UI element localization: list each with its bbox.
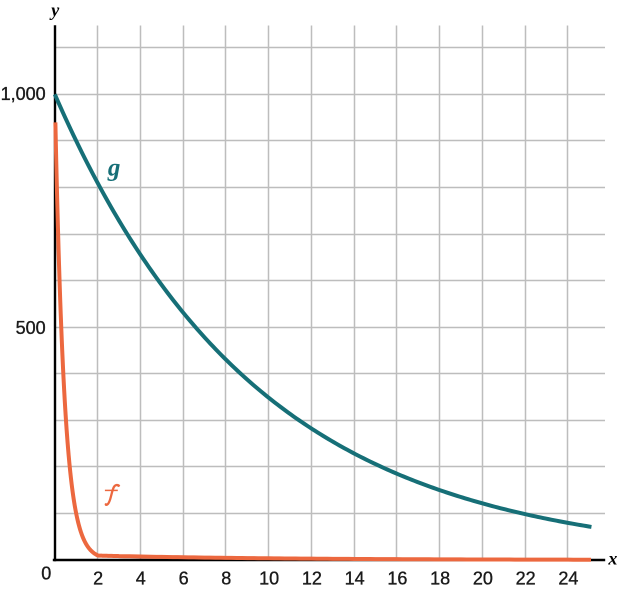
svg-text:500: 500 bbox=[16, 318, 46, 338]
svg-text:4: 4 bbox=[136, 569, 146, 589]
svg-text:20: 20 bbox=[473, 569, 493, 589]
svg-text:12: 12 bbox=[302, 569, 322, 589]
svg-text:1,000: 1,000 bbox=[1, 84, 46, 104]
svg-text:14: 14 bbox=[345, 569, 365, 589]
svg-text:22: 22 bbox=[516, 569, 536, 589]
svg-text:10: 10 bbox=[259, 569, 279, 589]
svg-text:g: g bbox=[107, 155, 121, 182]
svg-text:y: y bbox=[49, 0, 60, 20]
svg-text:6: 6 bbox=[179, 569, 189, 589]
svg-text:24: 24 bbox=[558, 569, 578, 589]
svg-text:x: x bbox=[607, 548, 617, 568]
svg-text:8: 8 bbox=[221, 569, 231, 589]
svg-text:0: 0 bbox=[41, 564, 51, 584]
svg-text:16: 16 bbox=[387, 569, 407, 589]
svg-text:2: 2 bbox=[93, 569, 103, 589]
svg-text:18: 18 bbox=[430, 569, 450, 589]
